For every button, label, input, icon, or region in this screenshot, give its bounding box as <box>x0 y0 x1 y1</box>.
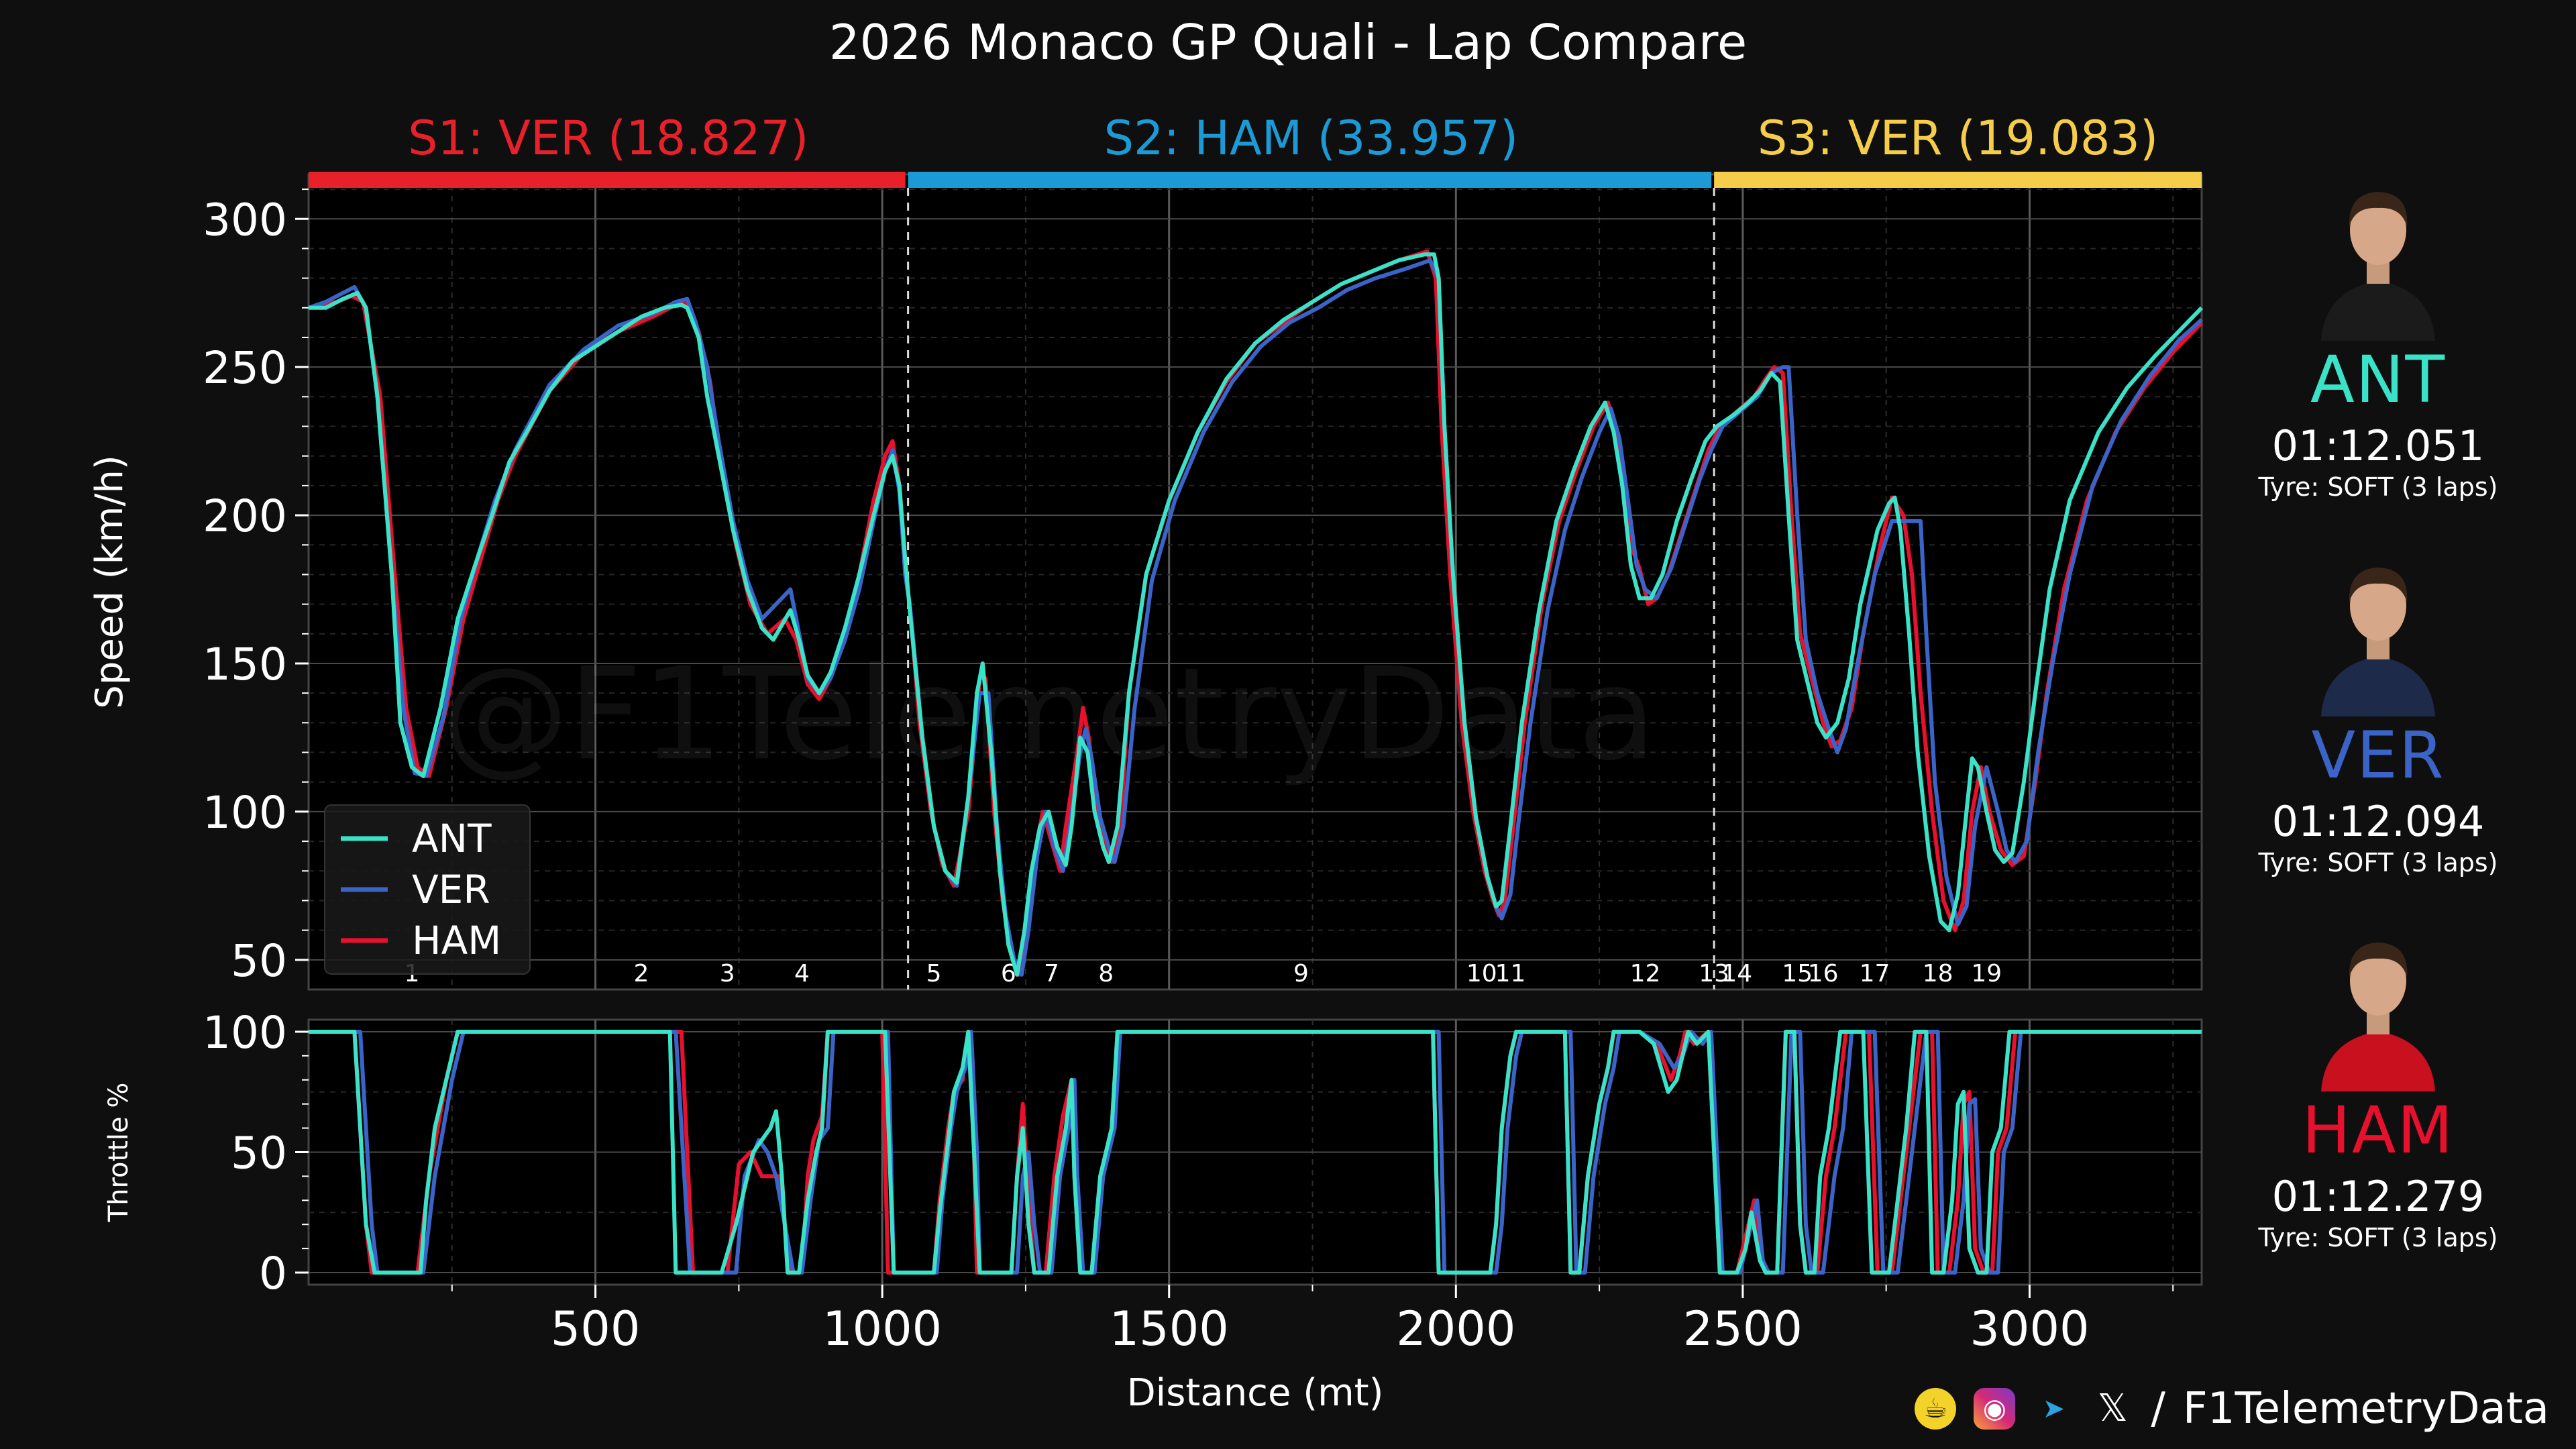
portrait-body <box>2321 1031 2435 1091</box>
y-tick-label: 100 <box>203 787 287 839</box>
driver-avatar-ham <box>2314 924 2442 1091</box>
driver-tyre-ver: Tyre: SOFT (3 laps) <box>2258 848 2498 877</box>
corner-label: 18 <box>1923 960 1953 987</box>
chart-title: 2026 Monaco GP Quali - Lap Compare <box>829 14 1747 70</box>
driver-laptime-ant: 01:12.051 <box>2271 421 2485 470</box>
y-tick-label: 50 <box>231 935 287 987</box>
corner-label: 19 <box>1971 960 2002 987</box>
driver-tyre-ant: Tyre: SOFT (3 laps) <box>2258 472 2498 502</box>
y-tick-label: 150 <box>203 639 287 690</box>
driver-avatar-ver <box>2314 549 2442 716</box>
portrait-hair <box>2349 568 2408 602</box>
corner-label: 9 <box>1293 960 1309 987</box>
instagram-icon[interactable]: ◉ <box>1974 1388 2016 1430</box>
sector-bar <box>908 172 1712 188</box>
y-tick-label: 300 <box>203 194 287 246</box>
driver-panel-ham: HAM 01:12.279 Tyre: SOFT (3 laps) <box>2254 924 2502 1252</box>
driver-code-ant: ANT <box>2310 342 2447 417</box>
legend: ANT VER HAM <box>324 804 531 975</box>
buymeacoffee-icon[interactable]: ☕ <box>1915 1388 1957 1430</box>
corner-label: 10 <box>1466 960 1497 987</box>
legend-box <box>324 804 531 975</box>
driver-panel-ant: ANT 01:12.051 Tyre: SOFT (3 laps) <box>2254 173 2502 502</box>
x-tick-label: 2500 <box>1683 1301 1803 1356</box>
x-tick-label: 3000 <box>1970 1301 2089 1356</box>
portrait-head <box>2350 571 2406 641</box>
corner-label: 16 <box>1808 960 1839 987</box>
portrait-hair <box>2349 943 2408 977</box>
corner-label: 5 <box>926 960 942 987</box>
portrait-head <box>2350 195 2406 265</box>
watermark: @F1TelemetryData <box>441 640 1656 788</box>
speed-line-ant <box>309 252 2204 977</box>
x-axis-label: Distance (mt) <box>1127 1371 1384 1415</box>
corner-label: 7 <box>1044 960 1059 987</box>
footer-social: ☕ ◉ ➤ 𝕏 / F1TelemetryData <box>1915 1385 2549 1432</box>
driver-code-ver: VER <box>2311 718 2445 793</box>
y-axis-label: Speed (km/h) <box>88 455 131 708</box>
throttle-line-ver <box>309 1030 2202 1275</box>
corner-label: 17 <box>1860 960 1890 987</box>
driver-laptime-ham: 01:12.279 <box>2271 1172 2485 1221</box>
driver-portrait <box>2321 943 2435 1091</box>
portrait-body <box>2321 280 2435 341</box>
corner-label: 2 <box>634 960 649 987</box>
corner-label: 6 <box>1001 960 1016 987</box>
footer-handle: F1TelemetryData <box>2182 1384 2549 1434</box>
corner-label: 15 <box>1782 960 1813 987</box>
corner-label: 14 <box>1721 960 1752 987</box>
portrait-body <box>2321 656 2435 716</box>
corner-label: 12 <box>1630 960 1661 987</box>
driver-portrait <box>2321 192 2435 341</box>
driver-panel-ver: VER 01:12.094 Tyre: SOFT (3 laps) <box>2254 549 2502 877</box>
driver-portrait <box>2321 568 2435 716</box>
portrait-hair <box>2349 192 2408 227</box>
throttle-tick-label: 100 <box>203 1007 287 1059</box>
sector-bar <box>1714 172 2202 188</box>
series-lines <box>308 249 2204 1275</box>
sector-label: S3: VER (19.083) <box>1758 111 2158 166</box>
speed-panel <box>307 173 2203 991</box>
legend-label-ant: ANT <box>412 816 492 861</box>
throttle-line-ant <box>309 1030 2202 1275</box>
telegram-icon[interactable]: ➤ <box>2042 1393 2065 1424</box>
sector-label: S2: HAM (33.957) <box>1104 111 1519 166</box>
speed-line-ver <box>308 258 2204 977</box>
corner-label: 13 <box>1699 960 1729 987</box>
x-tick-label: 2000 <box>1396 1301 1515 1356</box>
corner-label: 11 <box>1495 960 1526 987</box>
corner-label: 4 <box>794 960 810 987</box>
corner-label: 3 <box>720 960 735 987</box>
y-tick-label: 200 <box>203 490 287 542</box>
x-tick-label: 500 <box>551 1301 641 1356</box>
sector-bar <box>309 172 906 188</box>
x-icon[interactable]: 𝕏 <box>2097 1387 2128 1430</box>
sector-label: S1: VER (18.827) <box>408 111 808 166</box>
throttle-axis-label: Throttle % <box>103 1083 134 1223</box>
driver-avatar-ant <box>2314 173 2442 341</box>
x-tick-label: 1500 <box>1110 1301 1229 1356</box>
footer-separator: / <box>2151 1384 2165 1434</box>
driver-laptime-ver: 01:12.094 <box>2271 797 2485 846</box>
driver-tyre-ham: Tyre: SOFT (3 laps) <box>2258 1223 2498 1252</box>
corner-label: 8 <box>1098 960 1114 987</box>
throttle-tick-label: 0 <box>259 1248 287 1299</box>
throttle-tick-label: 50 <box>231 1128 287 1179</box>
y-tick-label: 250 <box>203 342 287 394</box>
x-tick-label: 1000 <box>822 1301 942 1356</box>
legend-label-ver: VER <box>412 867 490 912</box>
portrait-head <box>2350 946 2406 1016</box>
driver-code-ham: HAM <box>2302 1093 2455 1168</box>
legend-label-ham: HAM <box>412 918 501 963</box>
